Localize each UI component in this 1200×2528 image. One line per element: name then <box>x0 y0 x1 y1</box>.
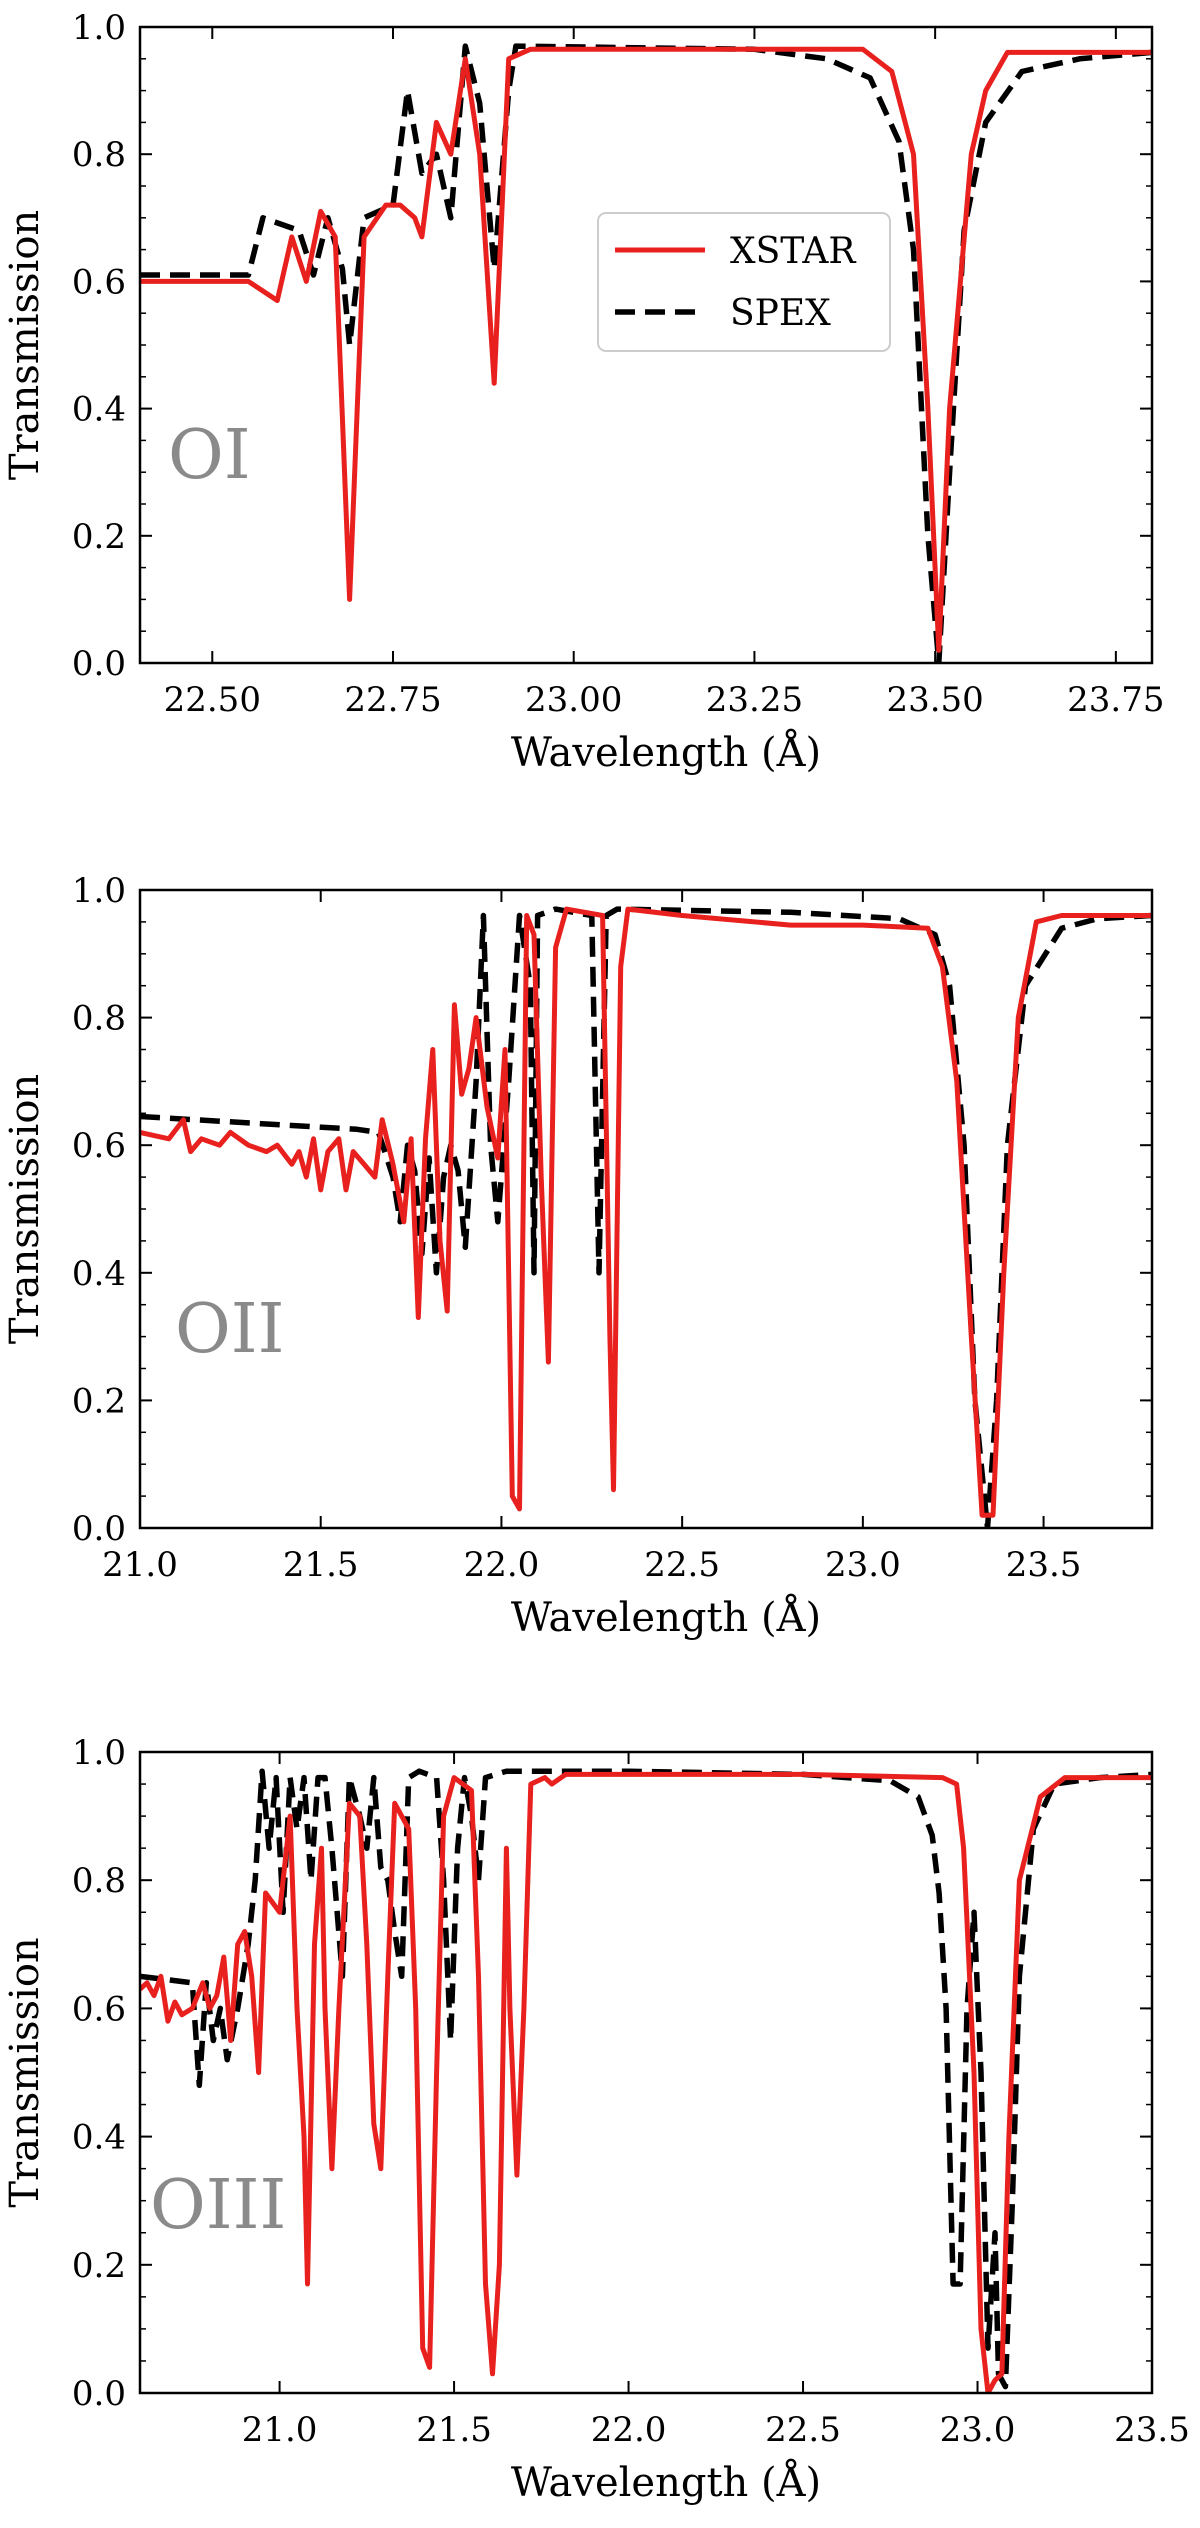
y-tick-label: 0.6 <box>72 1126 126 1166</box>
x-tick-label: 23.5 <box>1114 2410 1190 2450</box>
x-tick-label: 23.50 <box>886 680 983 720</box>
panel-oiii: 0.0 0.2 0.4 0.6 0.8 1.0 21.0 21.5 22.0 22.5 23.0 23… <box>2 1733 1190 2506</box>
plot-frame <box>138 888 1154 1530</box>
x-axis-label: Wavelength (Å) <box>511 2459 821 2506</box>
series-line-xstar <box>140 906 1152 1518</box>
x-tick-label: 21.5 <box>416 2410 492 2450</box>
panel-oi: 0.0 0.2 0.4 0.6 0.8 1.0 22.50 22.75 23.00 23.25 23… <box>2 8 1165 776</box>
y-tick-label: 1.0 <box>72 8 126 48</box>
series-line-spex <box>140 906 1152 1528</box>
x-tick-label: 21.5 <box>283 1545 359 1585</box>
y-axis-label: Transmission <box>2 210 48 480</box>
series-line-spex <box>140 43 1152 663</box>
series-line-spex <box>140 1768 1152 2390</box>
y-tick-label: 0.6 <box>72 1989 126 2029</box>
y-tick-label: 0.0 <box>72 2374 126 2414</box>
x-tick-label: 22.5 <box>644 1545 720 1585</box>
y-tick-label: 0.2 <box>72 2246 126 2286</box>
series-line-xstar <box>140 1771 1152 2393</box>
y-tick-label: 0.8 <box>72 1861 126 1901</box>
y-tick-label: 1.0 <box>72 871 126 911</box>
y-tick-label: 0.0 <box>72 1509 126 1549</box>
x-tick-label: 22.75 <box>344 680 441 720</box>
y-tick-label: 0.8 <box>72 999 126 1039</box>
y-axis-label: Transmission <box>2 1937 48 2207</box>
x-tick-label: 23.0 <box>825 1545 901 1585</box>
y-tick-label: 1.0 <box>72 1733 126 1773</box>
y-tick-label: 0.4 <box>72 2118 126 2158</box>
x-axis-label: Wavelength (Å) <box>511 729 821 776</box>
y-tick-label: 0.8 <box>72 135 126 175</box>
x-tick-label: 22.0 <box>591 2410 667 2450</box>
x-tick-label: 23.0 <box>940 2410 1016 2450</box>
x-tick-label: 23.75 <box>1067 680 1164 720</box>
x-tick-label: 21.0 <box>102 1545 178 1585</box>
panel-label: OII <box>175 1290 284 1369</box>
x-tick-label: 22.50 <box>164 680 261 720</box>
series-line-xstar <box>140 46 1152 653</box>
panel-oii: 0.0 0.2 0.4 0.6 0.8 1.0 21.0 21.5 22.0 22.5 23.0 23… <box>2 871 1154 1641</box>
y-tick-label: 0.2 <box>72 517 126 557</box>
x-tick-label: 23.5 <box>1006 1545 1082 1585</box>
plot-frame <box>138 25 1154 665</box>
x-tick-label: 21.0 <box>242 2410 318 2450</box>
x-tick-label: 22.5 <box>765 2410 841 2450</box>
panel-label: OIII <box>150 2166 286 2245</box>
y-tick-label: 0.0 <box>72 644 126 684</box>
x-axis-label: Wavelength (Å) <box>511 1594 821 1641</box>
y-tick-label: 0.2 <box>72 1381 126 1421</box>
legend: XSTAR SPEX <box>597 212 891 352</box>
x-tick-label: 23.25 <box>706 680 803 720</box>
x-tick-label: 23.00 <box>525 680 622 720</box>
y-axis-label: Transmission <box>2 1074 48 1344</box>
legend-label-xstar: XSTAR <box>730 231 856 272</box>
y-tick-label: 0.6 <box>72 262 126 302</box>
x-tick-label: 22.0 <box>464 1545 540 1585</box>
legend-label-spex: SPEX <box>730 293 831 334</box>
plot-frame <box>138 1750 1154 2395</box>
y-tick-label: 0.4 <box>72 1254 126 1294</box>
panel-label: OI <box>168 416 251 495</box>
y-tick-label: 0.4 <box>72 390 126 430</box>
